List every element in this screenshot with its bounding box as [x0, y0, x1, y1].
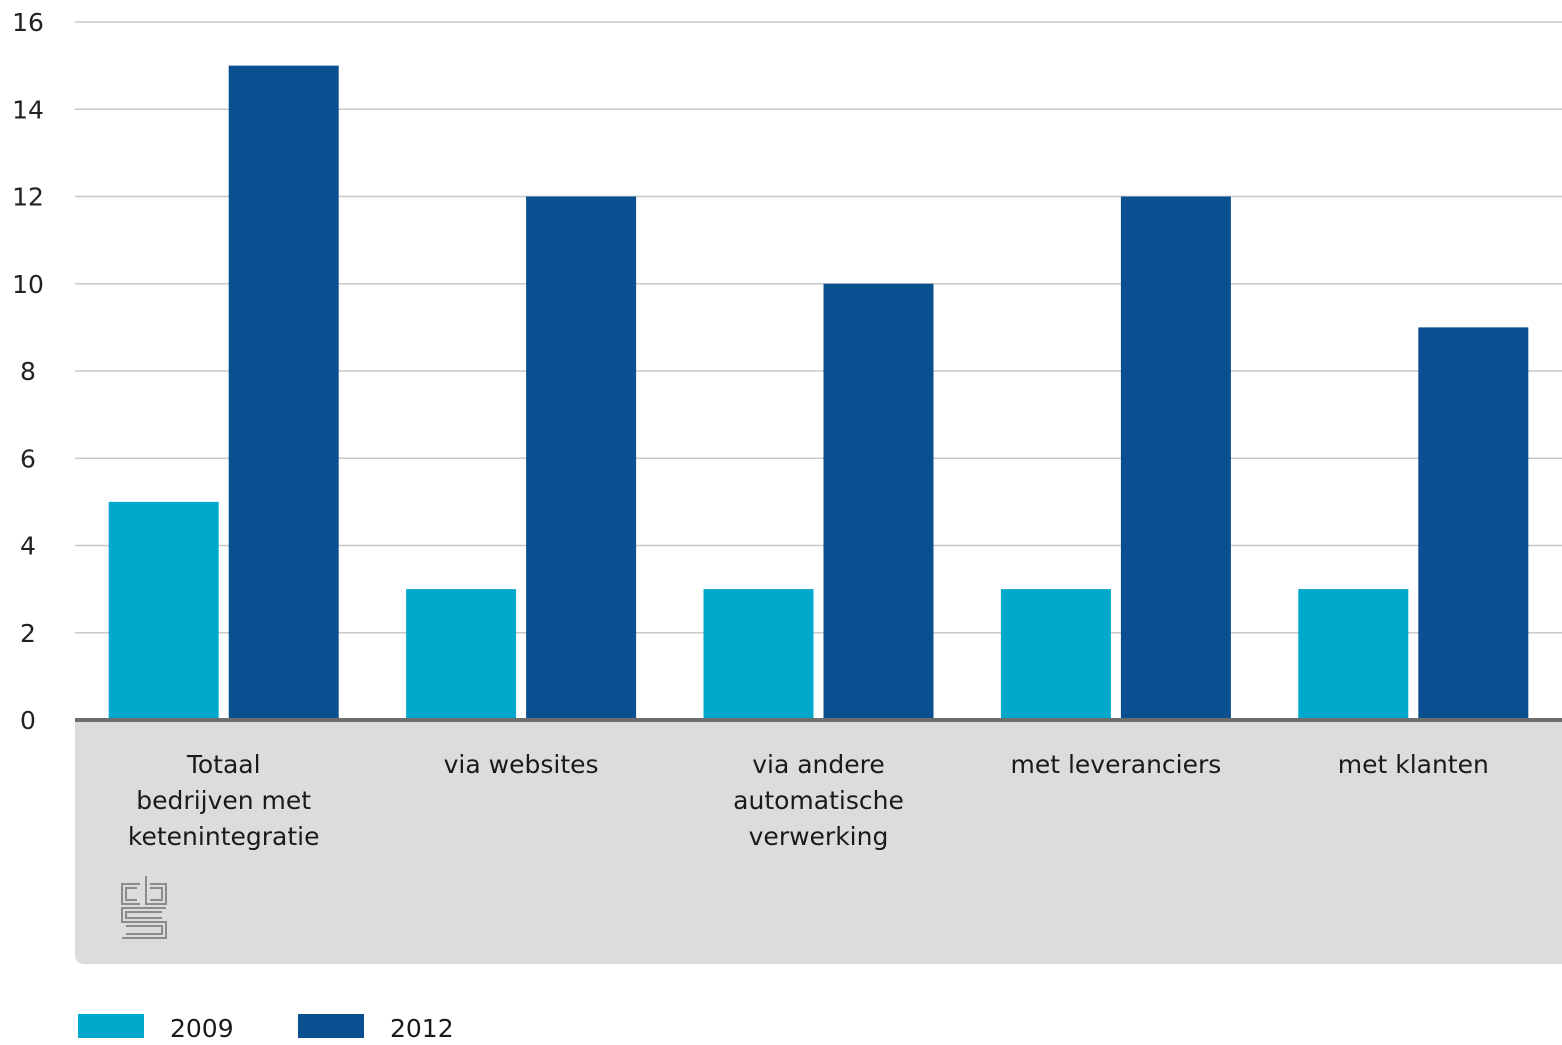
bar-2009-2	[703, 589, 814, 720]
y-tick-label: 4	[20, 532, 36, 561]
y-tick-label: 0	[20, 706, 36, 735]
legend-label-2009: 2009	[170, 1014, 234, 1043]
category-label: automatische	[733, 786, 904, 815]
bar-2009-1	[406, 589, 517, 720]
category-label: bedrijven met	[136, 786, 311, 815]
category-label: ketenintegratie	[128, 822, 320, 851]
bar-2012-0	[228, 65, 339, 720]
legend-label-2012: 2012	[390, 1014, 454, 1043]
category-label: met leveranciers	[1010, 750, 1221, 779]
y-tick-label: 10	[12, 270, 44, 299]
legend-swatch-2012	[298, 1014, 364, 1038]
y-tick-label: 2	[20, 619, 36, 648]
bar-2009-4	[1298, 589, 1409, 720]
bar-2012-4	[1418, 327, 1529, 720]
bar-2012-1	[526, 196, 637, 720]
bar-2012-2	[823, 283, 934, 720]
y-tick-label: 14	[12, 95, 44, 124]
y-tick-label: 16	[12, 8, 44, 37]
bar-2009-3	[1000, 589, 1111, 720]
category-label: via websites	[444, 750, 599, 779]
bar-2012-3	[1120, 196, 1231, 720]
legend-swatch-2009	[78, 1014, 144, 1038]
category-panel	[75, 720, 1562, 964]
category-label: met klanten	[1338, 750, 1489, 779]
category-label: Totaal	[186, 750, 261, 779]
y-tick-label: 8	[20, 357, 36, 386]
category-label: via andere	[752, 750, 885, 779]
cbs-logo-icon	[121, 876, 167, 939]
bar-2009-0	[108, 501, 219, 720]
y-tick-label: 12	[12, 183, 44, 212]
y-tick-label: 6	[20, 444, 36, 473]
category-label: verwerking	[749, 822, 889, 851]
